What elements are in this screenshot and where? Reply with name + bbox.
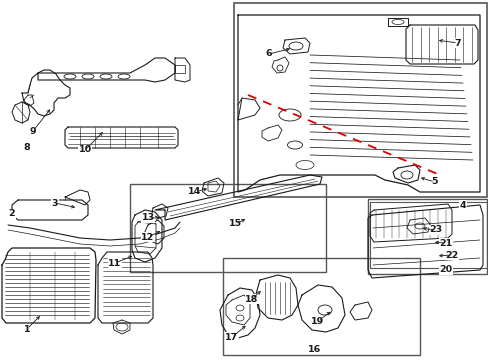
Text: 13: 13 [141,213,154,222]
Text: 14: 14 [188,188,201,197]
Text: 22: 22 [445,251,458,260]
Text: 15: 15 [228,220,241,229]
Text: 11: 11 [108,258,122,267]
Bar [223,258,419,355]
Text: 21: 21 [439,238,452,248]
Text: 2: 2 [9,210,15,219]
Bar [367,199,486,274]
Text: 7: 7 [454,39,460,48]
Text: 6: 6 [265,49,272,58]
Text: 20: 20 [439,266,451,274]
Bar [130,184,325,272]
Text: 23: 23 [428,225,442,234]
Text: 5: 5 [431,177,437,186]
Text: 8: 8 [23,144,30,153]
Text: 18: 18 [245,294,258,303]
Text: 19: 19 [311,316,324,325]
Text: 9: 9 [30,126,36,135]
Bar [234,3,486,197]
Text: 17: 17 [225,333,238,342]
Text: 12: 12 [141,233,154,242]
Bar [369,202,486,268]
Text: 10: 10 [78,145,91,154]
Text: 16: 16 [308,345,321,354]
Text: 3: 3 [52,198,58,207]
Text: 1: 1 [23,324,30,333]
Text: 4: 4 [459,201,466,210]
